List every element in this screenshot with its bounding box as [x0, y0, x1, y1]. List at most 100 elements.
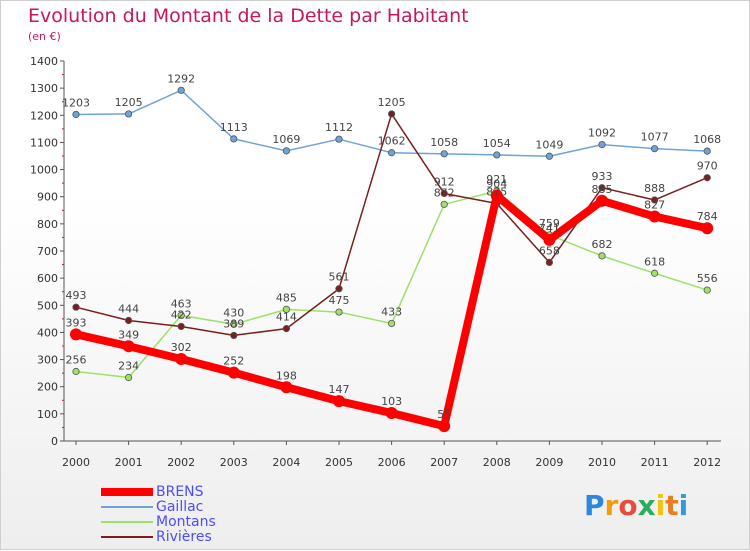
data-point	[177, 86, 185, 94]
y-tick-label: 1200	[30, 109, 58, 122]
data-point	[650, 196, 659, 204]
y-tick-label: 100	[37, 408, 58, 421]
data-point	[650, 269, 659, 277]
data-label: 888	[644, 182, 665, 195]
data-label: 1068	[693, 133, 721, 146]
data-label: 485	[276, 291, 297, 304]
data-point	[440, 150, 448, 158]
x-tick-label: 2009	[535, 456, 563, 469]
data-label: 1058	[430, 136, 458, 149]
data-label: 1112	[325, 121, 353, 134]
legend-label: BRENS	[156, 484, 204, 500]
y-tick-label: 900	[37, 191, 58, 204]
data-point	[440, 189, 448, 198]
logo-letter: i	[655, 489, 666, 522]
data-label: 433	[381, 305, 402, 318]
y-tick-label: 200	[37, 381, 58, 394]
legend-swatch	[101, 536, 153, 538]
logo-letter: o	[618, 489, 638, 522]
data-point	[282, 147, 290, 155]
logo-letter: x	[637, 489, 656, 522]
data-point	[335, 135, 343, 143]
data-label: 198	[276, 369, 297, 382]
data-point	[72, 303, 80, 311]
legend-item-montans: Montans	[101, 515, 321, 530]
data-label: 414	[276, 311, 297, 324]
data-point	[438, 420, 451, 433]
data-point	[230, 331, 238, 340]
data-point	[703, 174, 711, 182]
data-point	[387, 319, 396, 328]
data-label: 103	[381, 395, 402, 408]
x-tick-label: 2011	[641, 456, 669, 469]
data-label: 1092	[588, 127, 616, 140]
data-point	[280, 381, 293, 394]
data-label: 234	[118, 359, 139, 372]
data-label: 302	[171, 341, 192, 354]
x-tick-label: 2007	[430, 456, 458, 469]
data-label: 658	[539, 244, 560, 257]
data-point	[230, 135, 238, 143]
y-tick-label: 1300	[30, 82, 58, 95]
legend-label: Gaillac	[156, 499, 204, 515]
data-label: 493	[66, 289, 87, 302]
data-point	[333, 395, 345, 408]
x-tick-label: 2012	[693, 456, 721, 469]
data-point	[72, 110, 80, 119]
data-point	[70, 328, 82, 341]
data-point	[598, 252, 606, 260]
legend-label: Rivières	[156, 529, 212, 545]
data-label: 784	[697, 210, 718, 223]
data-label: 970	[697, 160, 718, 173]
data-point	[545, 152, 554, 160]
data-label: 475	[329, 294, 350, 307]
data-label: 1205	[378, 96, 406, 109]
data-point	[385, 407, 398, 420]
data-label: 741	[539, 222, 560, 235]
data-label: 759	[539, 217, 560, 230]
data-label: 444	[118, 302, 139, 315]
data-label: 349	[118, 328, 139, 341]
data-point	[177, 311, 185, 319]
x-tick-label: 2003	[220, 456, 248, 469]
data-label: 912	[434, 175, 455, 188]
legend-item-brens: BRENS	[101, 485, 321, 500]
data-label: 430	[223, 306, 244, 319]
data-point	[335, 285, 343, 293]
data-label: 252	[223, 355, 244, 368]
data-point	[701, 222, 714, 235]
data-point	[72, 367, 80, 376]
data-label: 904	[486, 178, 507, 191]
data-label: 875	[486, 186, 507, 199]
data-point	[125, 373, 133, 382]
chart-title: Evolution du Montant de la Dette par Hab…	[28, 5, 469, 27]
data-label: 1062	[378, 135, 406, 148]
x-tick-label: 2010	[588, 456, 616, 469]
data-point	[598, 184, 606, 192]
data-label: 393	[66, 316, 87, 329]
data-label: 556	[697, 272, 718, 285]
data-point	[335, 308, 343, 316]
logo-letter: P	[584, 489, 605, 522]
data-point	[387, 149, 396, 157]
legend-swatch	[101, 506, 153, 508]
y-tick-label: 700	[37, 245, 58, 258]
chart-legend: BRENS Gaillac Montans Rivières	[101, 485, 321, 545]
data-point	[230, 320, 238, 328]
data-label: 933	[592, 170, 613, 183]
data-label: 885	[592, 183, 613, 196]
data-point	[282, 325, 290, 333]
legend-label: Montans	[156, 514, 216, 530]
data-label: 872	[434, 186, 455, 199]
data-label: 55	[437, 408, 451, 421]
y-tick-label: 300	[37, 354, 58, 367]
data-point	[227, 366, 240, 379]
data-point	[125, 316, 133, 325]
data-label: 1054	[483, 137, 511, 150]
y-tick-label: 400	[37, 326, 58, 339]
data-label: 1069	[272, 133, 300, 146]
data-label: 463	[171, 297, 192, 310]
data-point	[703, 147, 711, 155]
y-tick-label: 800	[37, 218, 58, 231]
